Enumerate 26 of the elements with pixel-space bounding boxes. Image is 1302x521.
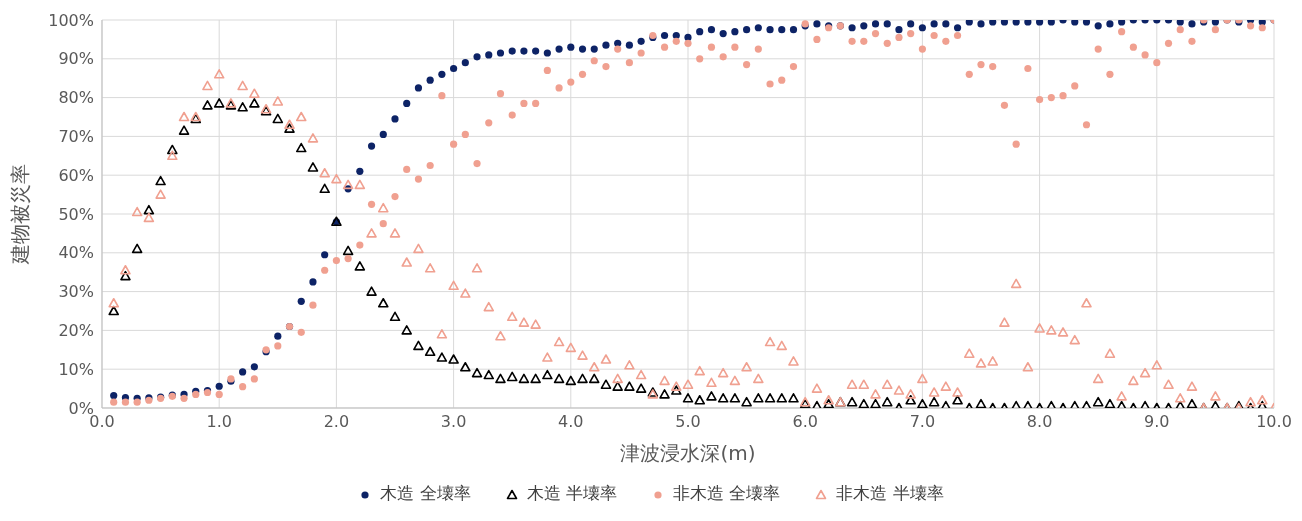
legend-label: 非木造 全壊率 xyxy=(673,482,781,505)
y-tick-label: 100% xyxy=(48,10,94,30)
x-tick-label: 7.0 xyxy=(909,412,936,432)
x-tick-label: 1.0 xyxy=(206,412,232,432)
x-tick-label: 8.0 xyxy=(1026,412,1053,432)
y-tick-label: 90% xyxy=(58,49,94,69)
y-tick-label: 10% xyxy=(58,359,94,379)
x-tick-label: 4.0 xyxy=(558,412,584,432)
y-tick-label: 20% xyxy=(58,321,94,341)
x-axis-title: 津波浸水深(m) xyxy=(620,441,756,465)
x-tick-label: 2.0 xyxy=(323,412,350,432)
y-tick-label: 60% xyxy=(58,165,94,185)
y-tick-label: 70% xyxy=(58,127,94,147)
y-tick-label: 40% xyxy=(58,243,94,263)
x-tick-label: 3.0 xyxy=(440,412,467,432)
legend-label: 木造 全壊率 xyxy=(380,482,471,505)
x-tick-label: 9.0 xyxy=(1144,412,1170,432)
y-axis-title: 建物被災率 xyxy=(8,164,33,265)
y-tick-label: 50% xyxy=(58,204,94,224)
x-tick-label: 6.0 xyxy=(792,412,818,432)
legend-label: 非木造 半壊率 xyxy=(836,482,944,505)
x-tick-label: 10.0 xyxy=(1256,412,1292,432)
y-tick-label: 30% xyxy=(58,282,94,302)
legend-label: 木造 半壊率 xyxy=(526,482,617,505)
x-tick-label: 5.0 xyxy=(675,412,701,432)
y-tick-label: 80% xyxy=(58,88,94,108)
